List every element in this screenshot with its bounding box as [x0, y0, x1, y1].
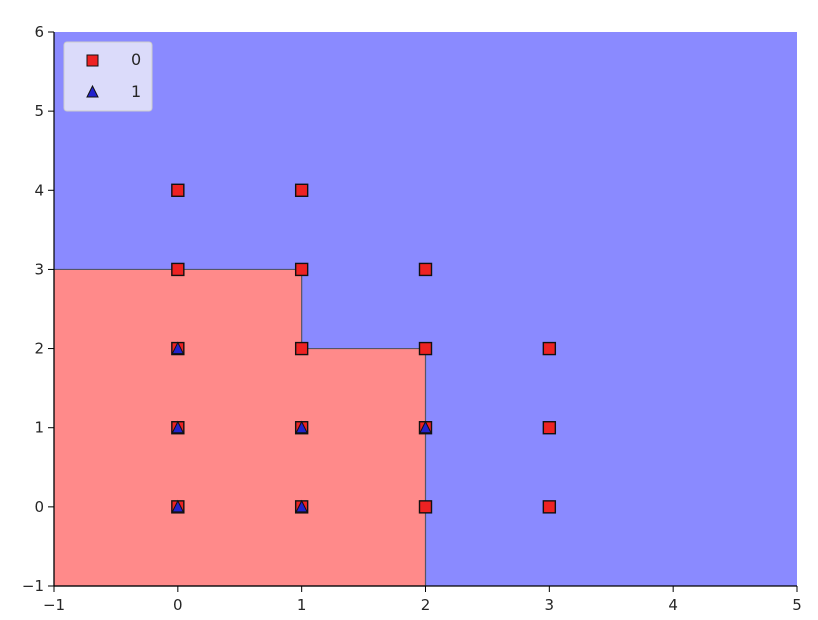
- point-class-1: [171, 341, 185, 355]
- plot-area: [53, 32, 797, 587]
- y-tick-label: 4: [34, 181, 44, 199]
- y-axis: −1 0 1 2 3 4 5 6: [22, 23, 54, 595]
- point-class-0: [542, 341, 557, 356]
- legend-label-1: 1: [131, 82, 141, 101]
- legend-triangle-marker: [86, 84, 99, 98]
- point-class-0: [294, 262, 309, 277]
- y-tick-label: 6: [34, 23, 44, 41]
- y-tick-label: 5: [34, 102, 44, 120]
- x-tick-label: 5: [792, 596, 802, 614]
- x-tick-label: 0: [173, 596, 183, 614]
- legend-label-0: 0: [131, 50, 141, 69]
- x-tick-label: 3: [545, 596, 555, 614]
- point-class-0: [171, 183, 185, 197]
- legend: 0 1: [63, 41, 153, 112]
- point-class-0: [294, 183, 309, 197]
- point-class-1: [171, 499, 185, 513]
- point-class-1: [295, 420, 308, 434]
- x-tick-label: 4: [668, 596, 678, 614]
- point-class-0: [418, 341, 433, 356]
- x-tick-label: 2: [421, 596, 431, 614]
- point-class-0: [418, 500, 433, 514]
- y-tick-label: 1: [34, 419, 44, 437]
- point-class-1: [171, 420, 185, 434]
- point-class-0: [418, 262, 433, 277]
- y-tick-label: 3: [34, 260, 44, 278]
- y-tick-label: 0: [34, 498, 44, 516]
- point-class-0: [171, 262, 185, 277]
- point-class-0: [542, 500, 557, 514]
- x-tick-label: 1: [297, 596, 307, 614]
- x-axis: −1 0 1 2 3 4 5: [43, 586, 802, 614]
- legend-square-marker: [86, 54, 99, 67]
- point-class-0: [542, 421, 557, 435]
- y-tick-label: 2: [34, 340, 44, 358]
- x-tick-label: −1: [43, 596, 65, 614]
- data-points: [171, 183, 557, 514]
- point-class-1: [295, 499, 308, 513]
- legend-box: [63, 41, 153, 112]
- y-tick-label: −1: [22, 577, 44, 595]
- point-class-1: [419, 420, 432, 434]
- point-class-0: [294, 341, 309, 356]
